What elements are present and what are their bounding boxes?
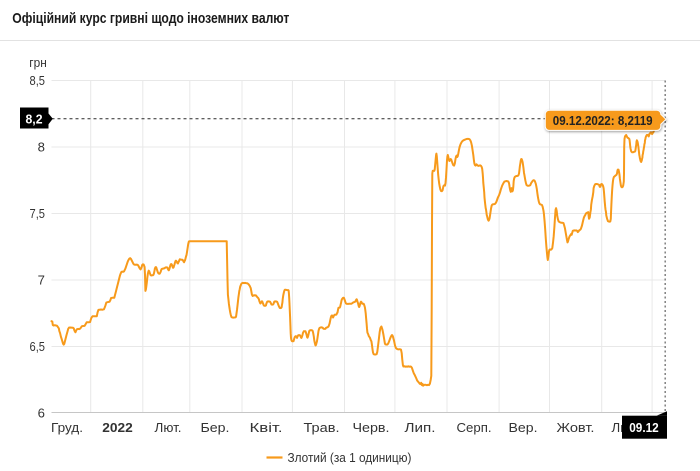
svg-text:Вер.: Вер.	[509, 420, 538, 435]
svg-text:грн: грн	[29, 55, 47, 70]
svg-text:Бер.: Бер.	[201, 420, 230, 435]
svg-text:8,2: 8,2	[26, 111, 43, 126]
svg-text:Черв.: Черв.	[353, 420, 390, 435]
svg-text:Груд.: Груд.	[51, 420, 83, 435]
svg-text:Квіт.: Квіт.	[250, 420, 283, 435]
svg-text:Серп.: Серп.	[457, 420, 492, 435]
svg-text:Лип.: Лип.	[405, 420, 436, 435]
svg-text:7: 7	[38, 273, 45, 288]
svg-text:8,5: 8,5	[30, 73, 46, 88]
svg-text:8: 8	[38, 140, 45, 155]
svg-text:6,5: 6,5	[30, 339, 46, 354]
svg-text:09.12.2022: 8,2119: 09.12.2022: 8,2119	[553, 114, 653, 128]
svg-text:09.12: 09.12	[629, 420, 659, 435]
svg-text:Трав.: Трав.	[304, 420, 340, 435]
svg-text:Злотий (за 1 одиницю): Злотий (за 1 одиницю)	[288, 450, 412, 465]
svg-text:Лют.: Лют.	[155, 420, 182, 435]
svg-text:2022: 2022	[102, 420, 133, 435]
svg-text:Офіційний курс гривні щодо іно: Офіційний курс гривні щодо іноземних вал…	[12, 10, 289, 27]
svg-text:Жовт.: Жовт.	[557, 420, 595, 435]
svg-text:7,5: 7,5	[30, 206, 46, 221]
svg-text:6: 6	[38, 406, 45, 421]
